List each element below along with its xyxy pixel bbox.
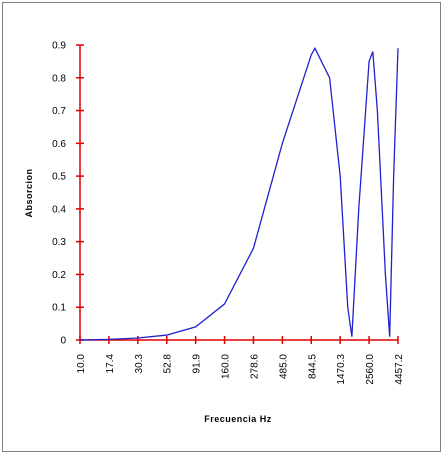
y-tick-label: 0.6: [52, 139, 66, 150]
x-tick-label: 278.6: [249, 354, 260, 379]
y-tick-label: 0: [60, 336, 66, 347]
y-tick-label: 0.7: [52, 106, 66, 117]
y-tick-label: 0.9: [52, 41, 66, 52]
y-tick-label: 0.4: [52, 204, 66, 215]
frame: [2, 2, 441, 452]
x-tick-label: 160.0: [221, 354, 232, 379]
x-tick-label: 844.5: [307, 354, 318, 379]
y-tick-label: 0.5: [52, 172, 66, 183]
x-tick-label: 485.0: [278, 354, 289, 379]
x-tick-label: 91.9: [192, 354, 203, 374]
x-tick-label: 10.0: [76, 354, 87, 374]
x-axis-title: Frecuencia Hz: [204, 414, 272, 424]
y-tick-label: 0.8: [52, 73, 66, 84]
x-tick-label: 1470.3: [336, 354, 347, 385]
y-tick-label: 0.3: [52, 237, 66, 248]
line: [79, 46, 399, 341]
x-tick-label: 52.8: [163, 354, 174, 374]
x-tick-label: 4457.2: [394, 354, 405, 385]
y-tick-label: 0.2: [52, 270, 66, 281]
x-tick-label: 17.4: [105, 354, 116, 374]
y-tick-label: 0.1: [52, 303, 66, 314]
x-tick-label: 30.3: [134, 354, 145, 374]
x-tick-label: 2560.0: [365, 354, 376, 385]
y-axis-title: Absorcion: [24, 168, 34, 217]
